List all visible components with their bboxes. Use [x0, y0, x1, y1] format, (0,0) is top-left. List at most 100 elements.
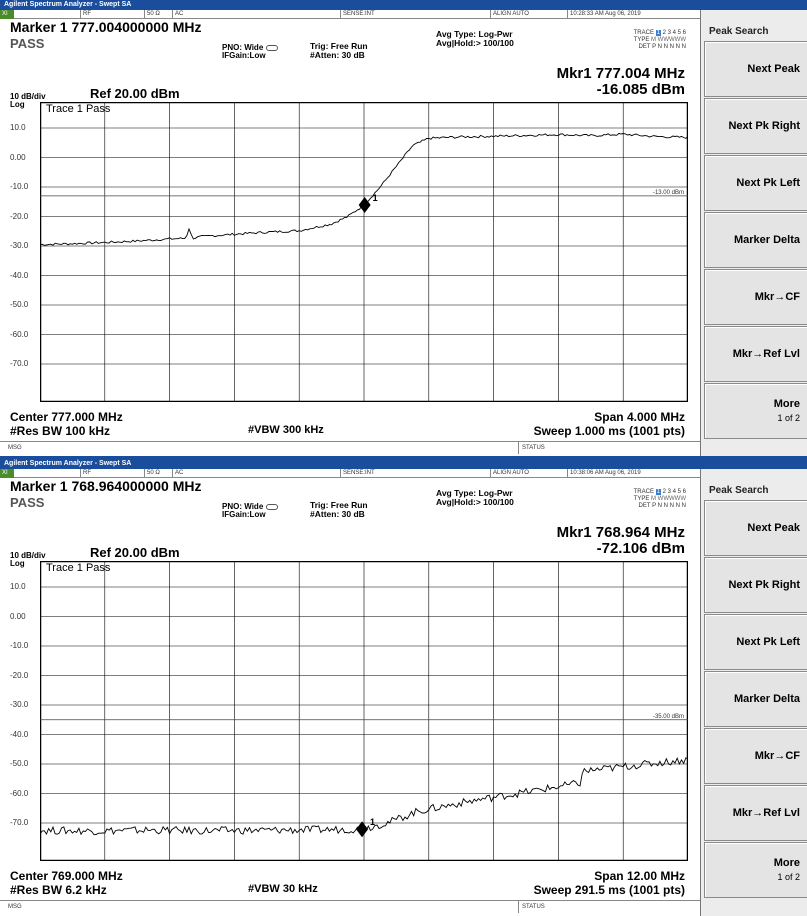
- sweep-time[interactable]: Sweep 291.5 ms (1001 pts): [533, 883, 685, 897]
- avg-type: Avg Type: Log-Pwr: [436, 29, 513, 39]
- y-tick-label: -50.0: [10, 300, 29, 309]
- msg-label: MSG: [8, 904, 22, 910]
- info-bar: XI RF 50 Ω AC SENSE:INT ALIGN AUTO 10:28…: [0, 10, 700, 19]
- y-tick-label: -20.0: [10, 211, 29, 221]
- pass-indicator: PASS: [10, 36, 45, 51]
- trigger-setting: Trig: Free Run #Atten: 30 dB: [310, 42, 368, 60]
- trace-status: TRACE 1 2 3 4 5 6 TYPE M WWWWW DET P N N…: [572, 30, 686, 51]
- trace-status: TRACE 1 2 3 4 5 6 TYPE M WWWWW DET P N N…: [572, 489, 686, 510]
- status-bar: MSG STATUS: [0, 900, 700, 913]
- y-tick-label: -30.0: [10, 700, 29, 709]
- softkey-menu-title: Peak Search: [709, 485, 769, 496]
- atten-label: #Atten: 30 dB: [310, 50, 365, 60]
- marker-amplitude: -16.085 dBm: [596, 81, 685, 98]
- timestamp: 10:28:33 AM Aug 06, 2019: [567, 10, 700, 19]
- video-bandwidth[interactable]: #VBW 300 kHz: [248, 424, 324, 436]
- marker-delta-button[interactable]: Marker Delta: [704, 671, 807, 727]
- y-tick-label: -10.0: [10, 641, 29, 650]
- rf-input: RF: [80, 469, 110, 478]
- marker-1-diamond: [356, 821, 369, 838]
- spectrum-plot[interactable]: -13.00 dBm Trace 1 Pass 1: [40, 102, 688, 402]
- span-setting[interactable]: Span 12.00 MHz: [594, 869, 685, 883]
- spectrum-svg: -13.00 dBm Trace 1 Pass 1: [40, 102, 688, 402]
- trace-numbers: 2 3 4 5 6: [660, 489, 686, 495]
- next-pk-left-button[interactable]: Next Pk Left: [704, 614, 807, 670]
- next-peak-button[interactable]: Next Peak: [704, 500, 807, 556]
- center-frequency[interactable]: Center 777.000 MHz: [10, 410, 123, 424]
- analyzer-window-1: Agilent Spectrum Analyzer - Swept SA XI …: [0, 0, 807, 457]
- more-label: More: [773, 857, 800, 869]
- msg-label: MSG: [8, 445, 22, 451]
- rf-input: RF: [80, 10, 110, 19]
- scale-setting: 10 dB/div Log: [10, 552, 46, 568]
- more-label: More: [773, 398, 800, 410]
- y-tick-label: -10.0: [10, 182, 29, 191]
- impedance: 50 Ω: [144, 10, 172, 19]
- y-tick-label: 0.00: [10, 152, 26, 162]
- mode-indicator: XI: [0, 10, 14, 19]
- trig-label: Trig: Free Run: [310, 500, 368, 510]
- marker-amplitude: -72.106 dBm: [596, 540, 685, 557]
- softkey-panel: Peak Search Next Peak Next Pk Right Next…: [700, 469, 807, 916]
- ref-level[interactable]: Ref 20.00 dBm: [90, 86, 180, 101]
- mode-indicator: XI: [0, 469, 14, 478]
- sweep-time[interactable]: Sweep 1.000 ms (1001 pts): [533, 424, 685, 438]
- timestamp: 10:38:06 AM Aug 06, 2019: [567, 469, 700, 478]
- pno-toggle-icon: [266, 44, 279, 51]
- video-bandwidth[interactable]: #VBW 30 kHz: [248, 883, 318, 895]
- pno-setting: PNO: Wide IFGain:Low: [222, 503, 279, 519]
- next-pk-left-button[interactable]: Next Pk Left: [704, 155, 807, 211]
- y-tick-label: -60.0: [10, 788, 29, 798]
- status-bar: MSG STATUS: [0, 441, 700, 454]
- next-peak-button[interactable]: Next Peak: [704, 41, 807, 97]
- status-label: STATUS: [518, 442, 545, 454]
- info-bar: XI RF 50 Ω AC SENSE:INT ALIGN AUTO 10:38…: [0, 469, 700, 478]
- y-tick-label: -60.0: [10, 329, 29, 339]
- y-tick-label: 10.0: [10, 123, 26, 132]
- mkr-to-ref-lvl-button[interactable]: Mkr→Ref Lvl: [704, 785, 807, 841]
- y-tick-label: -40.0: [10, 270, 29, 280]
- marker-title[interactable]: Marker 1 768.964000000 MHz: [10, 478, 202, 494]
- scale-type: Log: [10, 100, 25, 109]
- marker-title[interactable]: Marker 1 777.004000000 MHz: [10, 19, 202, 35]
- mkr-to-ref-lvl-button[interactable]: Mkr→Ref Lvl: [704, 326, 807, 382]
- ifgain-label: IFGain:Low: [222, 510, 266, 519]
- avg-setting: Avg Type: Log-Pwr Avg|Hold:> 100/100: [436, 30, 514, 48]
- more-page-label: 1 of 2: [777, 872, 800, 882]
- center-frequency[interactable]: Center 769.000 MHz: [10, 869, 123, 883]
- atten-label: #Atten: 30 dB: [310, 509, 365, 519]
- y-tick-label: 0.00: [10, 611, 26, 621]
- resolution-bandwidth[interactable]: #Res BW 100 kHz: [10, 424, 111, 438]
- window-title[interactable]: Agilent Spectrum Analyzer - Swept SA: [0, 459, 807, 469]
- next-pk-right-button[interactable]: Next Pk Right: [704, 98, 807, 154]
- next-pk-right-button[interactable]: Next Pk Right: [704, 557, 807, 613]
- more-button[interactable]: More 1 of 2: [704, 383, 807, 439]
- marker-delta-button[interactable]: Marker Delta: [704, 212, 807, 268]
- softkey-panel: Peak Search Next Peak Next Pk Right Next…: [700, 10, 807, 457]
- pno-setting: PNO: Wide IFGain:Low: [222, 44, 279, 60]
- resolution-bandwidth[interactable]: #Res BW 6.2 kHz: [10, 883, 107, 897]
- det-row-label: DET: [638, 44, 651, 50]
- spectrum-svg: -35.00 dBm Trace 1 Pass 1: [40, 561, 688, 861]
- more-page-label: 1 of 2: [777, 413, 800, 423]
- trace-numbers: 2 3 4 5 6: [660, 30, 686, 36]
- window-title[interactable]: Agilent Spectrum Analyzer - Swept SA: [0, 0, 807, 10]
- status-label: STATUS: [518, 901, 545, 913]
- mkr-to-cf-button[interactable]: Mkr→CF: [704, 269, 807, 325]
- more-button[interactable]: More 1 of 2: [704, 842, 807, 898]
- mkr-to-cf-button[interactable]: Mkr→CF: [704, 728, 807, 784]
- span-setting[interactable]: Span 4.000 MHz: [594, 410, 685, 424]
- ref-level[interactable]: Ref 20.00 dBm: [90, 545, 180, 560]
- align-status: ALIGN AUTO: [490, 469, 550, 478]
- trace-1-indicator: 1: [655, 30, 661, 36]
- trace-type-row: M WWWWW: [651, 496, 686, 502]
- trace-det-row: P N N N N N: [652, 44, 686, 50]
- spectrum-plot[interactable]: -35.00 dBm Trace 1 Pass 1: [40, 561, 688, 861]
- scale-per-div: 10 dB/div: [10, 551, 46, 560]
- window-divider: [0, 456, 807, 459]
- coupling: AC: [172, 10, 212, 19]
- avg-hold: Avg|Hold:> 100/100: [436, 497, 514, 507]
- trig-label: Trig: Free Run: [310, 41, 368, 51]
- y-tick-label: -70.0: [10, 359, 29, 368]
- scale-type: Log: [10, 559, 25, 568]
